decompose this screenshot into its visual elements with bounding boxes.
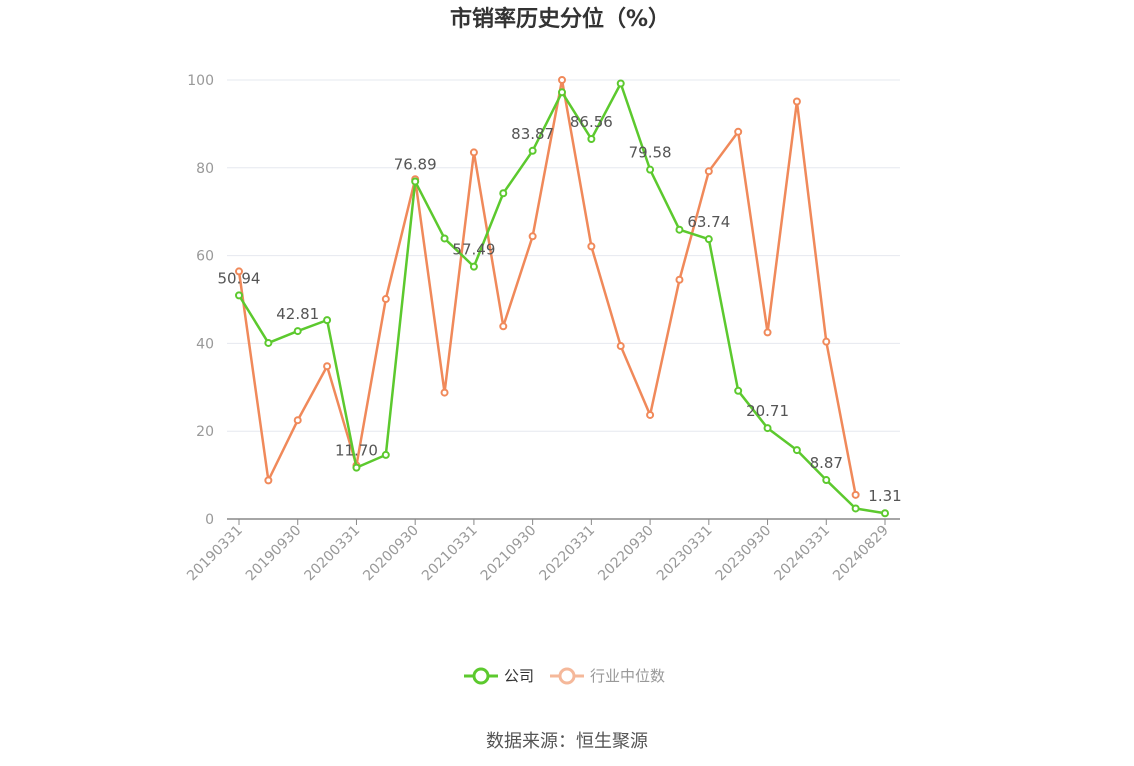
legend-marker bbox=[472, 667, 490, 685]
y-tick-label: 100 bbox=[187, 73, 214, 89]
data-label: 50.94 bbox=[218, 269, 261, 287]
data-point-company bbox=[851, 504, 860, 513]
grid bbox=[227, 79, 900, 432]
data-point-industry bbox=[792, 97, 801, 106]
series-layer bbox=[235, 76, 889, 518]
x-tick-label: 20240829 bbox=[830, 523, 892, 585]
data-point-industry bbox=[558, 76, 566, 84]
data-point-industry bbox=[822, 337, 831, 346]
data-point-industry bbox=[381, 295, 390, 304]
x-tick-label: 20200930 bbox=[360, 523, 422, 585]
data-point-company bbox=[558, 88, 566, 97]
data-point-industry bbox=[646, 410, 655, 419]
y-tick-label: 40 bbox=[196, 336, 214, 352]
data-point-company bbox=[323, 316, 332, 325]
y-tick-label: 60 bbox=[196, 249, 214, 265]
data-point-company bbox=[587, 135, 596, 144]
data-point-company bbox=[646, 165, 655, 174]
data-point-company bbox=[822, 476, 831, 485]
data-label: 83.87 bbox=[511, 125, 554, 143]
data-point-industry bbox=[469, 148, 478, 157]
y-tick-label: 20 bbox=[196, 424, 214, 440]
data-point-industry bbox=[704, 167, 713, 176]
data-point-industry bbox=[528, 232, 537, 241]
x-tick-label: 20240331 bbox=[771, 523, 833, 585]
x-axis: 2019033120190930202003312020093020210331… bbox=[184, 518, 900, 585]
data-point-company bbox=[616, 79, 625, 88]
legend-label: 行业中位数 bbox=[590, 667, 665, 685]
data-label: 8.87 bbox=[810, 454, 843, 472]
data-point-company bbox=[293, 327, 302, 336]
source-text: 数据来源：恒生聚源 bbox=[486, 731, 648, 752]
data-point-industry bbox=[763, 328, 772, 337]
data-label: 20.71 bbox=[746, 402, 789, 420]
series-line-industry bbox=[237, 78, 857, 496]
legend-label: 公司 bbox=[504, 667, 534, 685]
x-tick-label: 20230331 bbox=[654, 523, 716, 585]
x-tick-label: 20190331 bbox=[184, 523, 246, 585]
data-point-company bbox=[675, 225, 684, 234]
data-point-company bbox=[411, 177, 420, 186]
data-point-industry bbox=[587, 242, 596, 251]
x-tick-label: 20210930 bbox=[478, 523, 540, 585]
data-point-company bbox=[763, 424, 772, 433]
data-label: 63.74 bbox=[687, 213, 730, 231]
data-label: 42.81 bbox=[276, 305, 319, 323]
data-point-industry bbox=[499, 322, 508, 331]
data-point-company bbox=[704, 235, 713, 244]
data-label: 76.89 bbox=[394, 155, 437, 173]
data-label: 86.56 bbox=[570, 113, 613, 131]
data-labels: 50.94 42.81 11.70 76.89 57.49 83.87 86.56 79.58… bbox=[218, 113, 902, 505]
data-point-industry bbox=[293, 416, 302, 425]
y-tick-label: 0 bbox=[205, 512, 214, 528]
legend-item-company[interactable]: 公司 bbox=[464, 667, 534, 685]
y-axis-ticks: 0 20 40 60 80 100 bbox=[187, 73, 214, 528]
data-point-industry bbox=[264, 476, 273, 485]
chart-title: 市销率历史分位（%） bbox=[450, 6, 670, 32]
x-tick-label: 20200331 bbox=[302, 523, 364, 585]
data-point-industry bbox=[851, 490, 860, 499]
data-point-company bbox=[381, 450, 390, 459]
data-point-company bbox=[469, 262, 478, 271]
x-tick-label: 20190930 bbox=[243, 523, 305, 585]
data-point-industry bbox=[323, 362, 332, 371]
y-tick-label: 80 bbox=[196, 161, 214, 177]
data-point-company bbox=[881, 509, 889, 518]
data-point-company bbox=[734, 386, 743, 395]
data-point-company bbox=[352, 463, 361, 472]
data-point-industry bbox=[616, 342, 625, 351]
data-point-industry bbox=[734, 127, 743, 136]
legend-marker bbox=[558, 667, 576, 685]
data-point-company bbox=[264, 338, 273, 347]
data-point-company bbox=[499, 189, 508, 198]
data-point-industry bbox=[235, 267, 243, 276]
x-tick-label: 20220331 bbox=[536, 523, 598, 585]
x-tick-label: 20220930 bbox=[595, 523, 657, 585]
data-label: 1.31 bbox=[868, 487, 901, 505]
x-tick-label: 20210331 bbox=[419, 523, 481, 585]
legend-item-industry[interactable]: 行业中位数 bbox=[550, 667, 665, 685]
data-point-company bbox=[235, 291, 243, 300]
legend[interactable]: 公司 行业中位数 bbox=[464, 667, 665, 685]
data-point-company bbox=[440, 234, 449, 243]
data-point-company bbox=[792, 446, 801, 455]
data-point-industry bbox=[440, 388, 449, 397]
data-label: 11.70 bbox=[335, 442, 378, 460]
data-label: 79.58 bbox=[629, 144, 672, 162]
data-label: 57.49 bbox=[452, 241, 495, 259]
data-point-industry bbox=[675, 275, 684, 284]
data-point-company bbox=[528, 146, 537, 155]
x-tick-label: 20230930 bbox=[713, 523, 775, 585]
